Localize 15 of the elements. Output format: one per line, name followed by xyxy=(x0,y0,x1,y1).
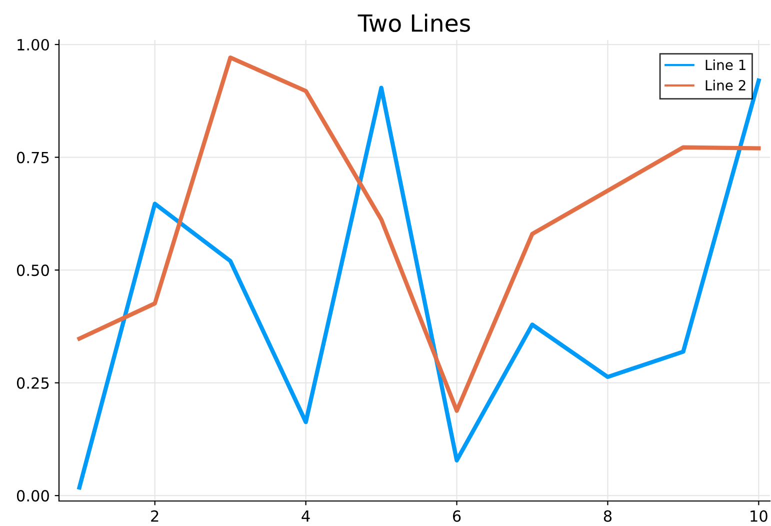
chart-title: Two Lines xyxy=(358,14,470,32)
x-tick-label: 4 xyxy=(302,510,310,522)
line-series xyxy=(77,78,761,490)
x-tick-label: 8 xyxy=(604,510,612,522)
legend-label: Line 2 xyxy=(706,80,746,91)
x-tick-label: 6 xyxy=(452,510,461,522)
y-tick-label: 0.50 xyxy=(16,264,49,276)
line-series xyxy=(77,56,761,413)
x-tick-label: 2 xyxy=(151,510,158,522)
y-tick-label: 1.00 xyxy=(18,38,49,51)
legend-label: Line 1 xyxy=(706,59,746,70)
x-tick-label: 10 xyxy=(750,510,768,522)
y-tick-label: 0.00 xyxy=(16,490,49,502)
y-tick-label: 0.75 xyxy=(16,152,49,164)
y-tick-label: 0.25 xyxy=(16,377,49,389)
